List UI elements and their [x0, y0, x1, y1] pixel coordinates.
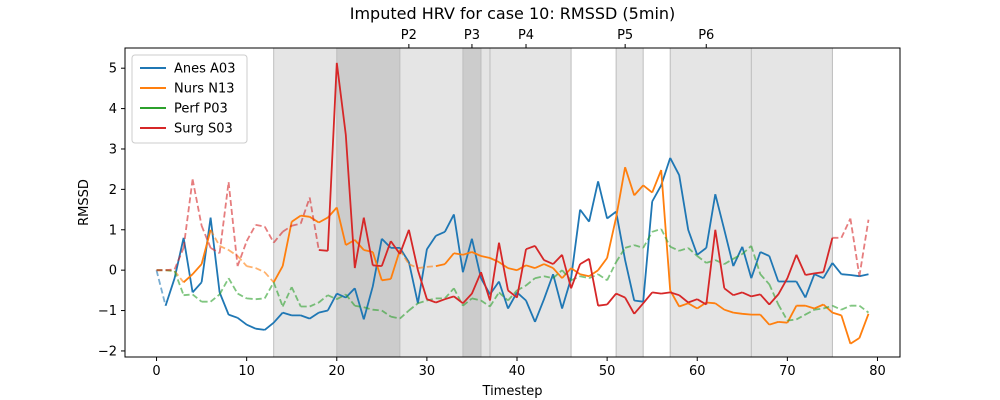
- x-tick-label: 40: [509, 364, 526, 379]
- legend-label: Nurs N13: [174, 82, 234, 97]
- legend: Anes A03 Nurs N13 Perf P03 Surg S03: [131, 54, 248, 144]
- y-tick-label: 4: [109, 102, 117, 117]
- series-line-0: [164, 157, 869, 331]
- legend-label: Anes A03: [174, 62, 235, 77]
- shaded-region-0: [273, 48, 337, 357]
- legend-box: [131, 54, 248, 144]
- chart-title: Imputed HRV for case 10: RMSSD (5min): [350, 4, 676, 23]
- x-tick-label: 70: [779, 364, 796, 379]
- phase-label-p6: P6: [698, 28, 714, 43]
- phase-label-p2: P2: [401, 28, 417, 43]
- plot-frame: [124, 47, 901, 358]
- y-tick-label: 2: [109, 183, 117, 198]
- y-axis-label: RMSSD: [77, 179, 92, 226]
- legend-label: Surg S03: [174, 122, 233, 137]
- shaded-region-1: [336, 48, 400, 357]
- series-imputed-3: [156, 179, 870, 277]
- series-imputed-0: [155, 269, 167, 306]
- y-tick-label: 1: [109, 223, 117, 238]
- series-lines: [155, 62, 870, 345]
- shaded-region-3: [462, 48, 481, 357]
- shaded-region-8: [751, 48, 833, 357]
- x-tick-label: 60: [689, 364, 706, 379]
- x-axis-label: Timestep: [482, 384, 543, 399]
- y-tick-label: 0: [109, 264, 117, 279]
- x-tick-label: 30: [419, 364, 436, 379]
- phase-label-p4: P4: [518, 28, 534, 43]
- phase-label-p5: P5: [617, 28, 633, 43]
- y-tick-label: −1: [98, 304, 117, 319]
- y-axis-ticks: −2 −1 0 1 2 3 4 5: [98, 62, 125, 359]
- x-tick-label: 80: [869, 364, 886, 379]
- x-axis-ticks: 0 10 20 30 40 50 60 70 80: [152, 357, 886, 379]
- legend-label: Perf P03: [174, 102, 228, 117]
- x-tick-label: 0: [152, 364, 160, 379]
- x-tick-label: 20: [328, 364, 345, 379]
- phase-label-p3: P3: [464, 28, 480, 43]
- shaded-region-6: [616, 48, 644, 357]
- y-tick-label: −2: [98, 344, 117, 359]
- shaded-region-2: [399, 48, 463, 357]
- x-tick-label: 10: [238, 364, 255, 379]
- y-tick-label: 3: [109, 142, 117, 157]
- x-tick-label: 50: [599, 364, 616, 379]
- shaded-region-7: [670, 48, 752, 357]
- y-tick-label: 5: [109, 62, 117, 77]
- phase-label-ticks: P2 P3 P4 P5 P6: [401, 28, 714, 48]
- series-line-3: [318, 62, 834, 315]
- shaded-region-5: [489, 48, 572, 357]
- phase-shaded-regions: [273, 48, 833, 357]
- shaded-region-4: [480, 48, 490, 357]
